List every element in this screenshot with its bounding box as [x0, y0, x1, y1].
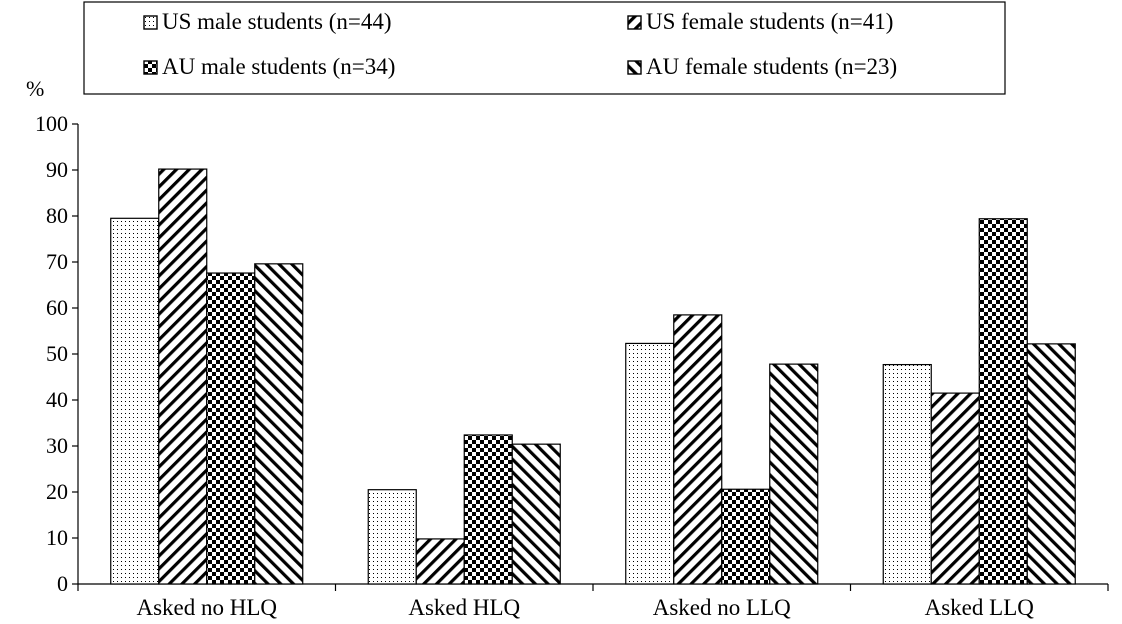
y-tick-label: 50	[46, 341, 68, 366]
y-axis-label: %	[26, 76, 44, 101]
bar	[1026, 343, 1076, 585]
x-tick-label: Asked LLQ	[925, 595, 1035, 620]
y-tick-label: 90	[46, 157, 68, 182]
legend-label: US male students (n=44)	[162, 9, 392, 34]
y-tick-label: 20	[46, 479, 68, 504]
bar	[415, 538, 465, 585]
bar	[930, 392, 980, 585]
legend-swatch	[627, 15, 642, 30]
legend-swatch	[143, 60, 158, 75]
bars	[110, 168, 1076, 585]
bar	[254, 263, 304, 585]
y-tick-label: 0	[57, 571, 68, 596]
y-tick-label: 70	[46, 249, 68, 274]
legend-swatch	[143, 15, 158, 30]
legend: US male students (n=44) US female student…	[83, 1, 1006, 95]
legend-label: US female students (n=41)	[646, 9, 893, 34]
legend-label: AU male students (n=34)	[162, 54, 395, 79]
x-tick-label: Asked no LLQ	[653, 595, 791, 620]
bar	[978, 218, 1028, 585]
bar	[882, 363, 932, 585]
legend-box	[83, 1, 1006, 95]
y-tick-label: 80	[46, 203, 68, 228]
bar	[367, 489, 417, 585]
x-tick-label: Asked HLQ	[408, 595, 520, 620]
legend-label: AU female students (n=23)	[646, 54, 897, 79]
bar	[158, 168, 208, 585]
x-tick-label: Asked no HLQ	[136, 595, 277, 620]
y-tick-label: 100	[35, 111, 68, 136]
y-tick-label: 40	[46, 387, 68, 412]
bar	[625, 342, 675, 585]
bar	[463, 434, 513, 585]
bar	[511, 443, 561, 585]
bar	[769, 363, 819, 585]
bar	[110, 217, 160, 585]
bar	[721, 488, 771, 585]
legend-swatch	[627, 60, 642, 75]
y-tick-label: 10	[46, 525, 68, 550]
bar	[206, 272, 256, 585]
y-tick-label: 60	[46, 295, 68, 320]
y-tick-label: 30	[46, 433, 68, 458]
bar	[673, 314, 723, 585]
